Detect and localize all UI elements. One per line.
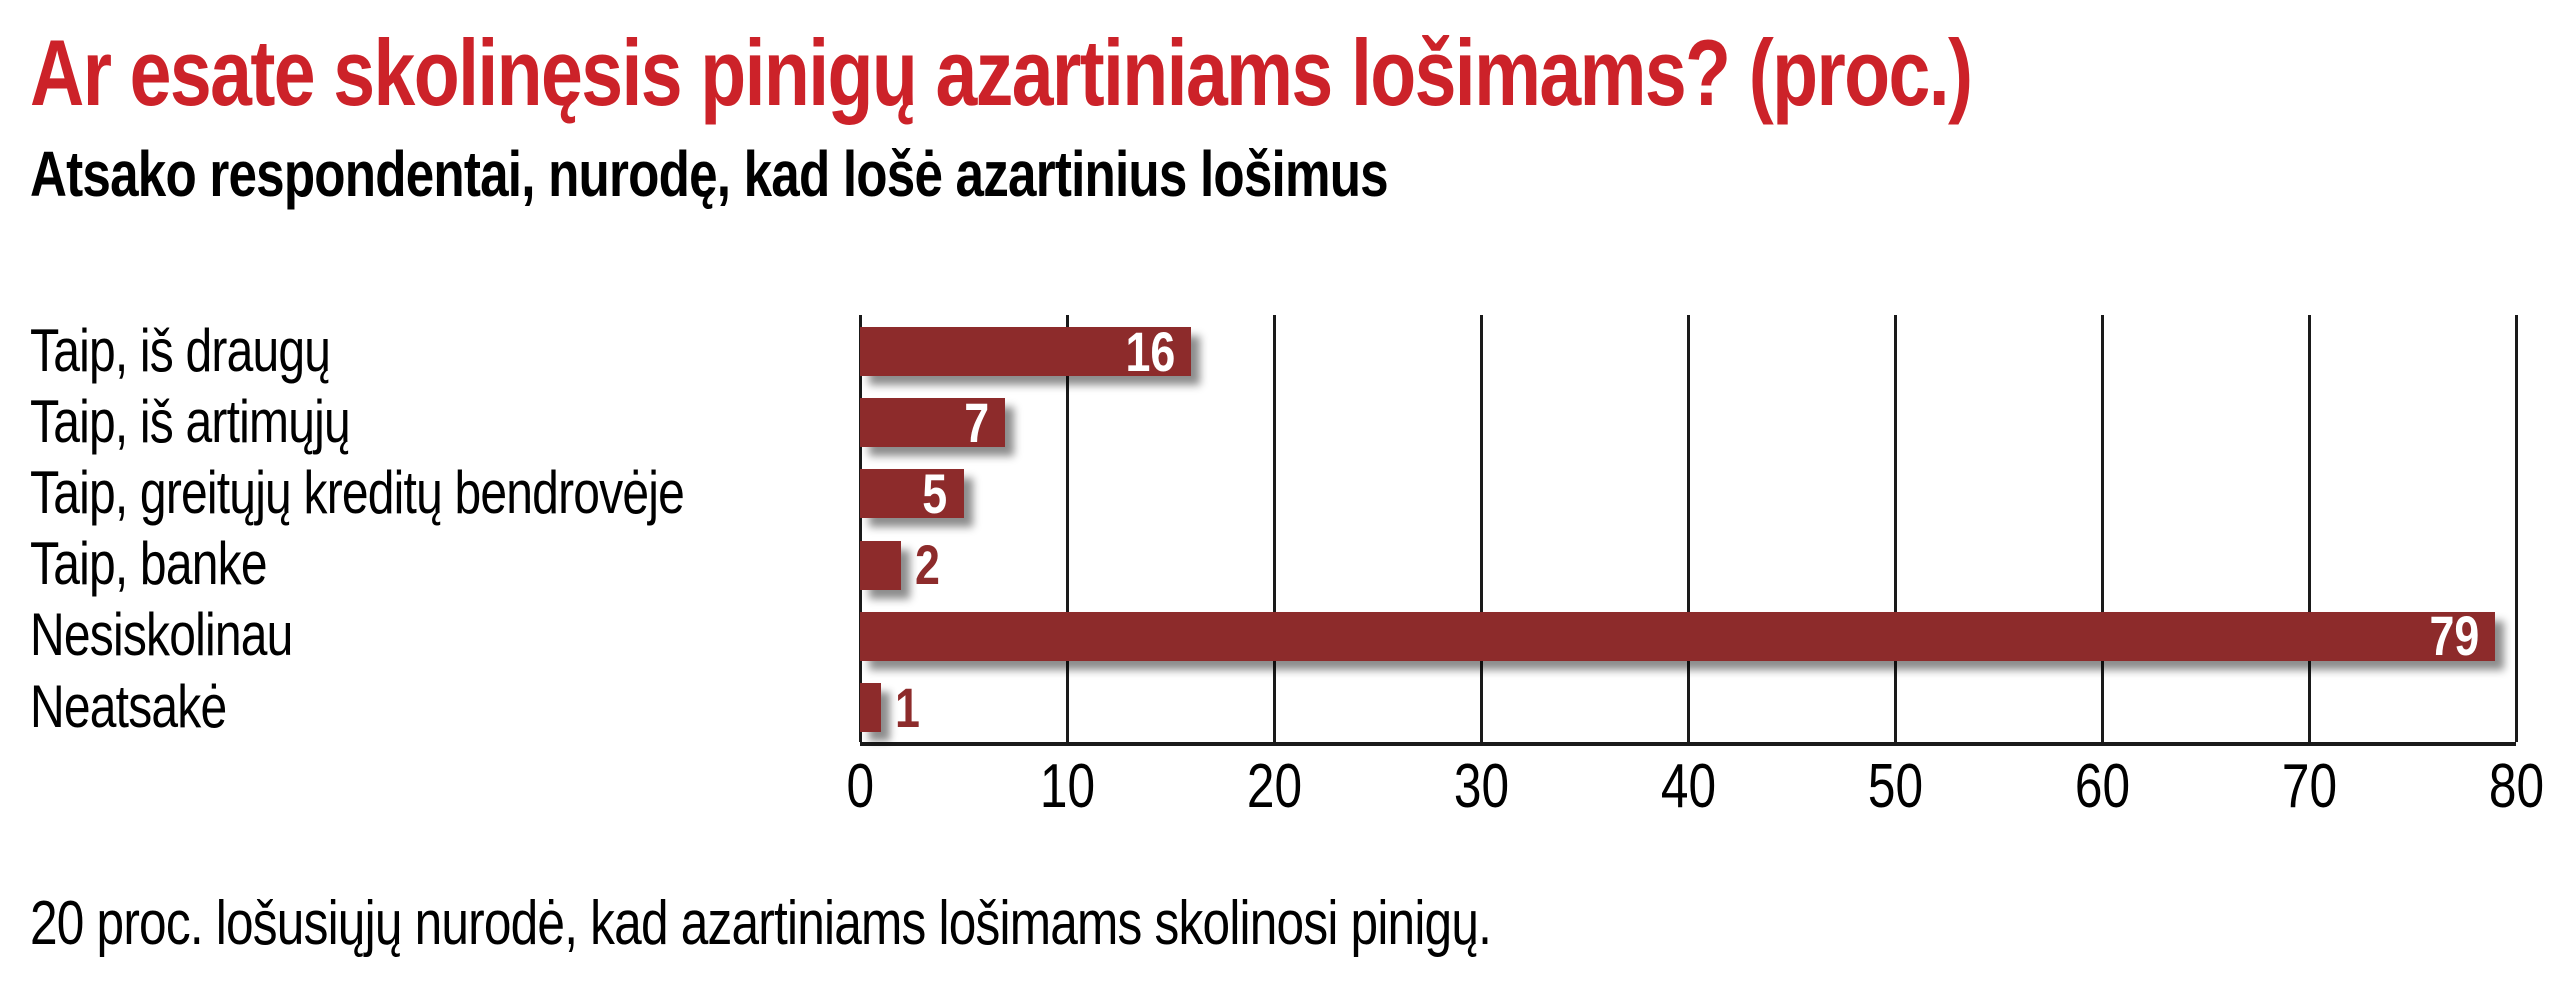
category-label-text: Taip, iš draugų [30,316,331,384]
x-tick-text: 70 [2281,752,2337,821]
gridline [1687,315,1690,742]
x-axis: 0 10 20 30 40 50 60 70 80 [846,752,2543,826]
gridline [2515,315,2518,742]
chart-row: Taip, banke 2 [30,529,2516,600]
gridline [859,315,862,742]
x-tick-text: 0 [846,752,874,821]
bar: 79 [860,608,2496,664]
category-label: Neatsakė [30,671,850,742]
chart-row: Taip, iš artimųjų 7 [30,386,2516,457]
x-tick-text: 50 [1867,752,1923,821]
x-tick-text: 80 [2488,752,2544,821]
gridline [1894,315,1897,742]
page-title-text: Ar esate skolinęsis pinigų azartiniams l… [30,20,1973,125]
page-subtitle: Atsako respondentai, nurodę, kad lošė az… [30,142,1727,206]
category-label: Taip, banke [30,529,850,600]
bar: 7 [860,394,1005,450]
bar-rows: Taip, iš draugų 16 Taip, iš artimųjų 7 Taip,… [30,315,2516,742]
value-label: 5 [922,461,948,525]
category-label: Taip, iš artimųjų [30,386,850,457]
x-tick-text: 20 [1246,752,1302,821]
gridlines [859,315,2518,742]
gridline [1480,315,1483,742]
chart-row: Taip, iš draugų 16 [30,315,2516,386]
value-label: 79 [2429,604,2480,668]
value-label: 16 [1125,319,1176,383]
chart-row: Taip, greitųjų kreditų bendrovėje 5 [30,457,2516,528]
category-label-text: Nesiskolinau [30,601,293,669]
bar: 2 [860,537,940,593]
x-tick-text: 40 [1660,752,1716,821]
bar: 5 [860,465,964,521]
page-subtitle-text: Atsako respondentai, nurodę, kad lošė az… [30,138,1389,210]
value-label: 7 [963,390,989,454]
x-tick-text: 30 [1453,752,1509,821]
bar: 1 [860,679,920,735]
gridline [2308,315,2311,742]
chart-row: Nesiskolinau 79 [30,600,2516,671]
category-label: Nesiskolinau [30,600,850,671]
bar: 16 [860,323,1192,379]
category-label: Taip, greitųjų kreditų bendrovėje [30,457,850,528]
page-title: Ar esate skolinęsis pinigų azartiniams l… [30,26,2457,120]
gridline [2101,315,2104,742]
gridline [1273,315,1276,742]
footnote: 20 proc. lošusiųjų nurodė, kad azartinia… [30,888,1856,959]
category-label-text: Taip, banke [30,530,268,598]
x-tick-text: 60 [2074,752,2130,821]
value-label: 1 [894,675,920,739]
footnote-text: 20 proc. lošusiųjų nurodė, kad azartinia… [30,889,1492,958]
chart-row: Neatsakė 1 [30,671,2516,742]
category-label: Taip, iš draugų [30,315,850,386]
gridline [1066,315,1069,742]
category-label-text: Neatsakė [30,672,227,740]
category-label-text: Taip, iš artimųjų [30,387,351,455]
category-label-text: Taip, greitųjų kreditų bendrovėje [30,458,685,526]
plot-area: Taip, iš draugų 16 Taip, iš artimųjų 7 Taip,… [30,315,2544,818]
value-label: 2 [915,533,941,597]
x-tick-text: 10 [1039,752,1095,821]
